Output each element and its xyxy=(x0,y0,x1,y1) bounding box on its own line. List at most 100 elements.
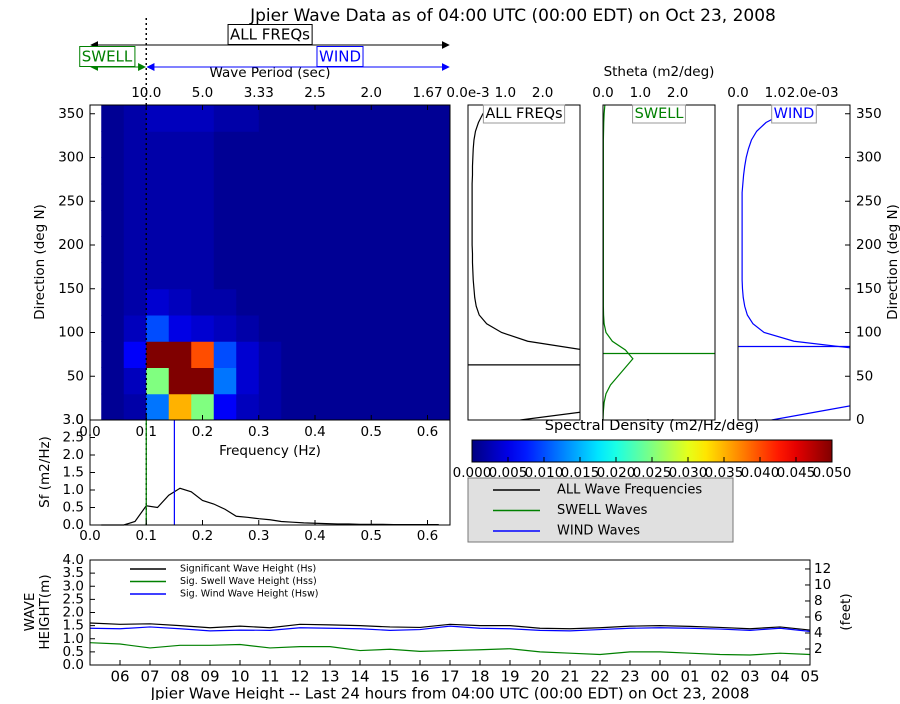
heatmap-cell xyxy=(348,393,372,420)
heatmap-cell xyxy=(101,236,125,263)
heatmap-cell xyxy=(326,105,350,132)
x-tick-label: 03 xyxy=(740,668,759,686)
heatmap-cell xyxy=(258,105,282,132)
heatmap-cell xyxy=(213,341,237,368)
heatmap-cell xyxy=(146,315,170,342)
heatmap-cell xyxy=(258,131,282,158)
heatmap-cell xyxy=(371,341,395,368)
heatmap-cell xyxy=(146,210,170,237)
heatmap-cell xyxy=(101,367,125,395)
heatmap-cell xyxy=(281,157,305,185)
heatmap-cell xyxy=(371,210,395,237)
heatmap-cell xyxy=(168,183,192,211)
heatmap-cell xyxy=(146,183,170,211)
heatmap-cell xyxy=(146,105,170,132)
heatmap-cell xyxy=(281,341,305,368)
x-tick-label: 21 xyxy=(560,668,579,686)
heatmap-cell xyxy=(236,367,260,395)
heatmap-cell xyxy=(348,183,372,211)
axis-label: Direction (deg N) xyxy=(885,204,900,320)
heatmap-cell xyxy=(101,393,125,420)
heatmap-cell xyxy=(258,157,282,185)
tick-label: 3.0 xyxy=(63,412,84,428)
heatmap-cell xyxy=(326,393,350,420)
profile-line xyxy=(741,105,850,420)
heatmap-cell xyxy=(348,262,372,290)
heatmap-cell xyxy=(123,183,147,211)
x-tick-label: 06 xyxy=(110,668,129,686)
heatmap-cell xyxy=(123,262,147,290)
heatmap-cell xyxy=(213,131,237,158)
axis-label: HEIGHT(m) xyxy=(37,574,53,649)
heatmap-cell xyxy=(371,262,395,290)
heatmap-cell xyxy=(326,157,350,185)
heatmap-cell xyxy=(371,131,395,158)
heatmap-cell xyxy=(371,393,395,420)
tick-label: 0.0 xyxy=(79,528,100,544)
heatmap-cell xyxy=(438,157,450,185)
heatmap-cells xyxy=(101,105,450,420)
heatmap-cell xyxy=(326,210,350,237)
heatmap-cell xyxy=(438,131,450,158)
heatmap-cell xyxy=(281,210,305,237)
tick-label: 0 xyxy=(75,412,84,428)
heatmap-cell xyxy=(303,367,327,395)
heatmap-cell xyxy=(146,157,170,185)
tick-label: 0.5 xyxy=(63,644,84,660)
x-tick-label: 22 xyxy=(590,668,609,686)
tick-label: 0.0 xyxy=(63,657,84,673)
tick-label: 0.5 xyxy=(361,528,382,544)
legend-label: Sig. Swell Wave Height (Hss) xyxy=(180,576,317,587)
heatmap-cell xyxy=(168,315,192,342)
heatmap-cell xyxy=(303,210,327,237)
tick-label: 0.2 xyxy=(192,528,213,544)
x-tick-label: 12 xyxy=(290,668,309,686)
heatmap-cell xyxy=(236,183,260,211)
heatmap-cell xyxy=(213,367,237,395)
axis-label: Direction (deg N) xyxy=(32,204,48,320)
tick-label: 10 xyxy=(814,577,831,593)
x-tick-label: 04 xyxy=(770,668,789,686)
heatmap-cell xyxy=(191,315,215,342)
heatmap-cell xyxy=(236,131,260,158)
heatmap-cell xyxy=(438,183,450,211)
heatmap-cell xyxy=(168,367,192,395)
heatmap-cell xyxy=(303,341,327,368)
heatmap-cell xyxy=(101,288,125,316)
heatmap-cell xyxy=(393,341,417,368)
tick-label: 200 xyxy=(856,237,882,253)
heatmap-cell xyxy=(393,288,417,316)
heatmap-cell xyxy=(168,288,192,316)
tick-label: 2.0 xyxy=(361,85,382,101)
heatmap-cell xyxy=(123,315,147,342)
annotation: WIND xyxy=(319,48,361,66)
heatmap-cell xyxy=(438,341,450,368)
heatmap-cell xyxy=(416,288,440,316)
heatmap-cell xyxy=(416,315,440,342)
heatmap-cell xyxy=(101,210,125,237)
heatmap-cell xyxy=(438,105,450,132)
heatmap-cell xyxy=(213,157,237,185)
heatmap-cell xyxy=(236,393,260,420)
tick-label: 0.0e-3 xyxy=(446,85,489,101)
heatmap-cell xyxy=(326,262,350,290)
axis-label: Frequency (Hz) xyxy=(219,443,321,459)
tick-label: 0.050 xyxy=(813,465,852,481)
heatmap-cell xyxy=(213,315,237,342)
axis-label: Sf (m2/Hz) xyxy=(37,436,53,508)
heatmap-cell xyxy=(393,393,417,420)
tick-label: 2 xyxy=(814,641,823,657)
heatmap-cell xyxy=(146,367,170,395)
heatmap-cell xyxy=(191,210,215,237)
tick-label: 0.0 xyxy=(727,85,748,101)
heatmap-cell xyxy=(168,105,192,132)
heatmap-cell xyxy=(168,236,192,263)
heatmap-cell xyxy=(258,341,282,368)
tick-label: 3.33 xyxy=(244,85,274,101)
heatmap-cell xyxy=(191,236,215,263)
heatmap-cell xyxy=(348,341,372,368)
heatmap-cell xyxy=(438,393,450,420)
heatmap-cell xyxy=(123,236,147,263)
tick-label: 0.045 xyxy=(777,465,816,481)
